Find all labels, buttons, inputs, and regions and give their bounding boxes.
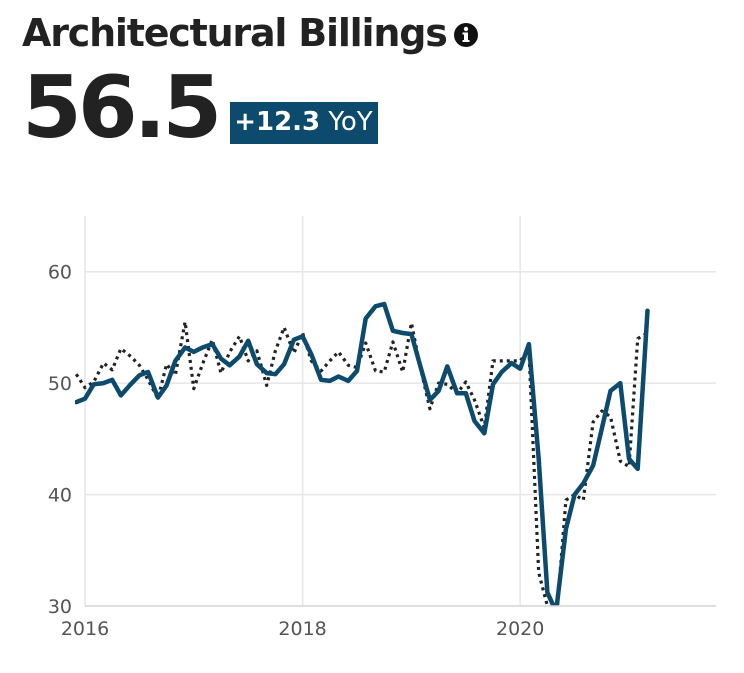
solid-series-line <box>75 301 650 606</box>
yoy-change-badge: +12.3 YoY <box>230 102 378 144</box>
x-tick-label: 2020 <box>496 618 544 640</box>
chart-container: 30 40 50 60 2016 2018 2020 <box>0 190 744 668</box>
header: Architectural Billings 56.5 +12.3 YoY <box>22 8 479 158</box>
y-tick-label: 60 <box>48 262 72 284</box>
x-tick-label: 2016 <box>61 618 109 640</box>
change-unit: YoY <box>328 107 373 137</box>
page-title: Architectural Billings <box>22 11 448 55</box>
y-tick-label: 30 <box>48 596 72 618</box>
line-chart: 30 40 50 60 2016 2018 2020 <box>48 216 716 640</box>
title-row: Architectural Billings <box>22 8 479 58</box>
axes-group: 30 40 50 60 2016 2018 2020 <box>48 262 716 640</box>
current-value: 56.5 <box>22 58 222 158</box>
info-circle-icon[interactable] <box>453 22 479 48</box>
change-value: +12.3 <box>234 107 321 137</box>
x-tick-label: 2018 <box>278 618 326 640</box>
y-tick-label: 40 <box>48 485 72 507</box>
value-row: 56.5 +12.3 YoY <box>22 58 479 158</box>
y-tick-label: 50 <box>48 373 72 395</box>
series-group <box>75 301 650 606</box>
